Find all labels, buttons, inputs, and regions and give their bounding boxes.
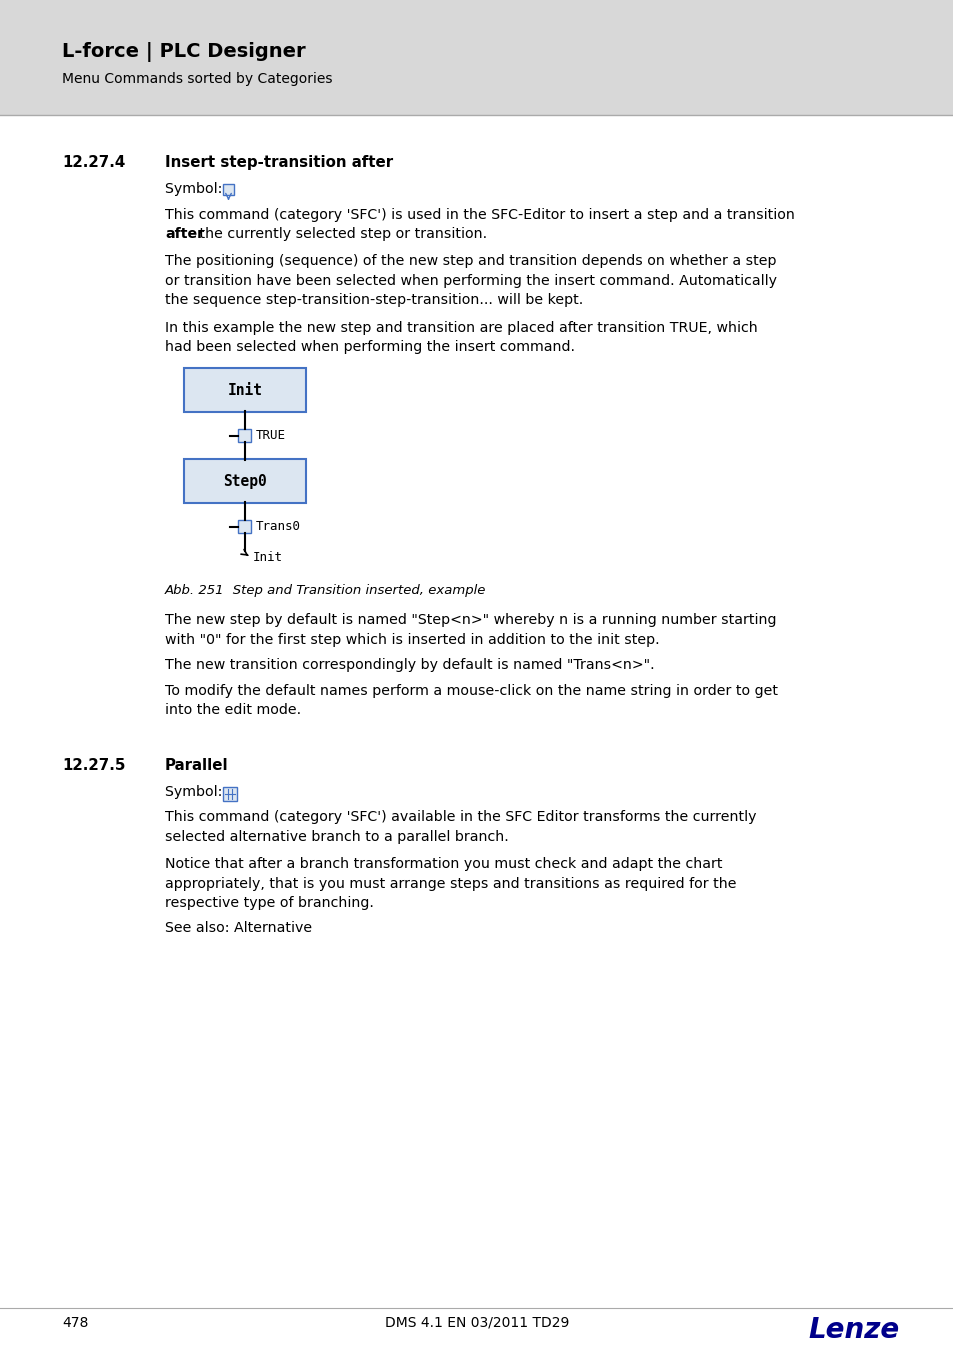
Text: Symbol:: Symbol: xyxy=(165,182,227,196)
Text: Insert step-transition after: Insert step-transition after xyxy=(165,155,393,170)
Bar xyxy=(238,429,252,443)
Text: or transition have been selected when performing the insert command. Automatical: or transition have been selected when pe… xyxy=(165,274,776,288)
Bar xyxy=(223,185,233,196)
Text: 478: 478 xyxy=(62,1316,89,1330)
Bar xyxy=(0,0,953,115)
Text: selected alternative branch to a parallel branch.: selected alternative branch to a paralle… xyxy=(165,830,508,844)
Text: into the edit mode.: into the edit mode. xyxy=(165,703,301,717)
Text: Lenze: Lenze xyxy=(808,1316,899,1345)
Text: This command (category 'SFC') is used in the SFC-Editor to insert a step and a t: This command (category 'SFC') is used in… xyxy=(165,208,794,221)
Text: Menu Commands sorted by Categories: Menu Commands sorted by Categories xyxy=(62,72,333,86)
Text: Notice that after a branch transformation you must check and adapt the chart: Notice that after a branch transformatio… xyxy=(165,857,721,871)
Text: Init: Init xyxy=(227,383,262,398)
Text: Symbol:: Symbol: xyxy=(165,784,227,799)
Text: appropriately, that is you must arrange steps and transitions as required for th: appropriately, that is you must arrange … xyxy=(165,876,736,891)
Text: The positioning (sequence) of the new step and transition depends on whether a s: The positioning (sequence) of the new st… xyxy=(165,254,776,269)
Text: DMS 4.1 EN 03/2011 TD29: DMS 4.1 EN 03/2011 TD29 xyxy=(384,1316,569,1330)
Text: respective type of branching.: respective type of branching. xyxy=(165,896,374,910)
Text: the currently selected step or transition.: the currently selected step or transitio… xyxy=(194,227,487,242)
Text: Step0: Step0 xyxy=(223,474,267,489)
FancyBboxPatch shape xyxy=(184,369,306,413)
Text: Abb. 251: Abb. 251 xyxy=(165,585,224,597)
Text: To modify the default names perform a mouse-click on the name string in order to: To modify the default names perform a mo… xyxy=(165,683,778,698)
FancyBboxPatch shape xyxy=(184,459,306,504)
Text: L-force | PLC Designer: L-force | PLC Designer xyxy=(62,42,305,62)
Text: Init: Init xyxy=(253,552,283,564)
Text: See also: Alternative: See also: Alternative xyxy=(165,922,312,936)
Bar xyxy=(238,521,252,533)
Text: This command (category 'SFC') available in the SFC Editor transforms the current: This command (category 'SFC') available … xyxy=(165,810,756,825)
Text: after: after xyxy=(165,227,204,242)
Text: Parallel: Parallel xyxy=(165,757,229,772)
Text: had been selected when performing the insert command.: had been selected when performing the in… xyxy=(165,340,575,354)
Text: Trans0: Trans0 xyxy=(255,521,300,533)
Text: with "0" for the first step which is inserted in addition to the init step.: with "0" for the first step which is ins… xyxy=(165,633,659,647)
Text: Step and Transition inserted, example: Step and Transition inserted, example xyxy=(220,585,485,597)
Text: the sequence step-transition-step-transition... will be kept.: the sequence step-transition-step-transi… xyxy=(165,293,582,308)
Text: The new transition correspondingly by default is named "Trans<n>".: The new transition correspondingly by de… xyxy=(165,659,654,672)
Text: 12.27.4: 12.27.4 xyxy=(62,155,125,170)
Text: TRUE: TRUE xyxy=(255,429,285,443)
Text: 12.27.5: 12.27.5 xyxy=(62,757,125,772)
Text: In this example the new step and transition are placed after transition TRUE, wh: In this example the new step and transit… xyxy=(165,321,757,335)
Text: The new step by default is named "Step<n>" whereby n is a running number startin: The new step by default is named "Step<n… xyxy=(165,613,776,628)
Bar xyxy=(223,787,236,801)
